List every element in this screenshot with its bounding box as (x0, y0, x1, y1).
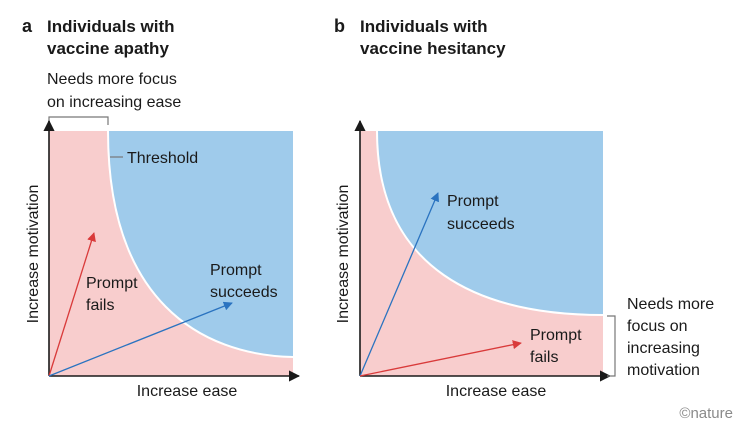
panel-b-fail-arrow (359, 340, 522, 377)
panel-b-x-axis-label: Increase ease (446, 383, 547, 400)
panel-a-focus-line2: on increasing ease (47, 94, 181, 111)
panel-b-focus-line1: Needs more (627, 296, 714, 313)
panel-b-title-line2: vaccine hesitancy (360, 39, 506, 58)
panel-a-fails-line1: Prompt (86, 275, 138, 292)
panel-a-focus-line1: Needs more focus (47, 71, 177, 88)
panel-a: a Individuals with vaccine apathy Needs … (22, 16, 301, 400)
panel-b-focus-line4: motivation (627, 362, 700, 379)
panel-a-x-axis-label: Increase ease (137, 383, 238, 400)
panel-a-success-arrow (48, 301, 233, 377)
panel-b: b Individuals with vaccine hesitancy Inc… (334, 16, 714, 400)
panel-a-focus-bracket (48, 116, 109, 125)
panel-a-letter: a (22, 16, 33, 36)
panel-b-success-region (377, 131, 603, 315)
panel-b-focus-line3: increasing (627, 340, 700, 357)
nature-credit-logo: ©nature (679, 405, 733, 422)
panel-b-succeeds-line2: succeeds (447, 216, 515, 233)
panel-b-fails-line1: Prompt (530, 327, 582, 344)
panel-a-title-line2: vaccine apathy (47, 39, 169, 58)
panel-a-title-line1: Individuals with (47, 17, 175, 36)
panel-b-focus-bracket (607, 315, 616, 377)
panel-b-letter: b (334, 16, 345, 36)
panel-b-fails-line2: fails (530, 349, 558, 366)
panel-b-focus-line2: focus on (627, 318, 687, 335)
panel-a-threshold-label: Threshold (127, 150, 198, 167)
panel-b-y-axis-label: Increase motivation (335, 185, 352, 324)
panel-a-y-axis-label: Increase motivation (25, 185, 42, 324)
panel-b-threshold-curve (376, 130, 604, 316)
panel-a-fails-line2: fails (86, 297, 114, 314)
panel-b-success-arrow (359, 192, 439, 377)
panel-b-succeeds-line1: Prompt (447, 193, 499, 210)
panel-a-threshold-curve (107, 130, 294, 358)
panel-b-title-line1: Individuals with (360, 17, 488, 36)
panel-a-success-region (108, 131, 293, 357)
panel-a-succeeds-line2: succeeds (210, 284, 278, 301)
panel-a-fail-arrow (48, 232, 96, 377)
panel-a-succeeds-line1: Prompt (210, 262, 262, 279)
